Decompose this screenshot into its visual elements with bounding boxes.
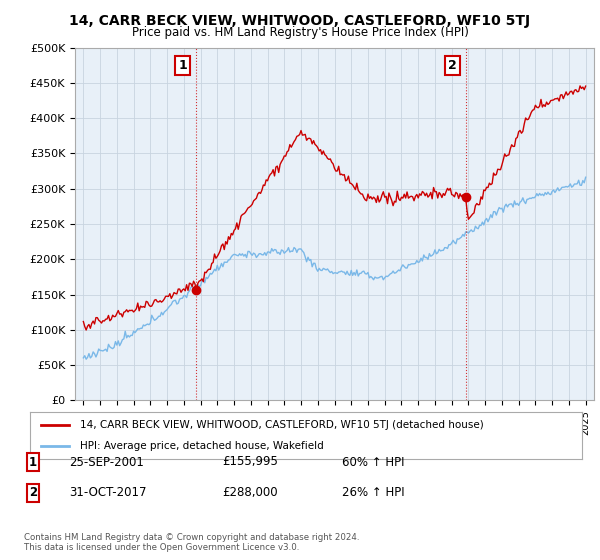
Text: 60% ↑ HPI: 60% ↑ HPI	[342, 455, 404, 469]
Text: 26% ↑ HPI: 26% ↑ HPI	[342, 486, 404, 500]
Text: 2: 2	[29, 486, 37, 500]
Text: £155,995: £155,995	[222, 455, 278, 469]
Text: £288,000: £288,000	[222, 486, 278, 500]
Text: HPI: Average price, detached house, Wakefield: HPI: Average price, detached house, Wake…	[80, 441, 323, 451]
Text: Contains HM Land Registry data © Crown copyright and database right 2024.: Contains HM Land Registry data © Crown c…	[24, 533, 359, 542]
Text: Price paid vs. HM Land Registry's House Price Index (HPI): Price paid vs. HM Land Registry's House …	[131, 26, 469, 39]
Text: 25-SEP-2001: 25-SEP-2001	[69, 455, 144, 469]
Text: 14, CARR BECK VIEW, WHITWOOD, CASTLEFORD, WF10 5TJ (detached house): 14, CARR BECK VIEW, WHITWOOD, CASTLEFORD…	[80, 420, 484, 430]
Text: 31-OCT-2017: 31-OCT-2017	[69, 486, 146, 500]
Text: 14, CARR BECK VIEW, WHITWOOD, CASTLEFORD, WF10 5TJ: 14, CARR BECK VIEW, WHITWOOD, CASTLEFORD…	[70, 14, 530, 28]
Text: This data is licensed under the Open Government Licence v3.0.: This data is licensed under the Open Gov…	[24, 543, 299, 552]
Text: 2: 2	[448, 59, 457, 72]
Text: 1: 1	[29, 455, 37, 469]
Text: 1: 1	[178, 59, 187, 72]
